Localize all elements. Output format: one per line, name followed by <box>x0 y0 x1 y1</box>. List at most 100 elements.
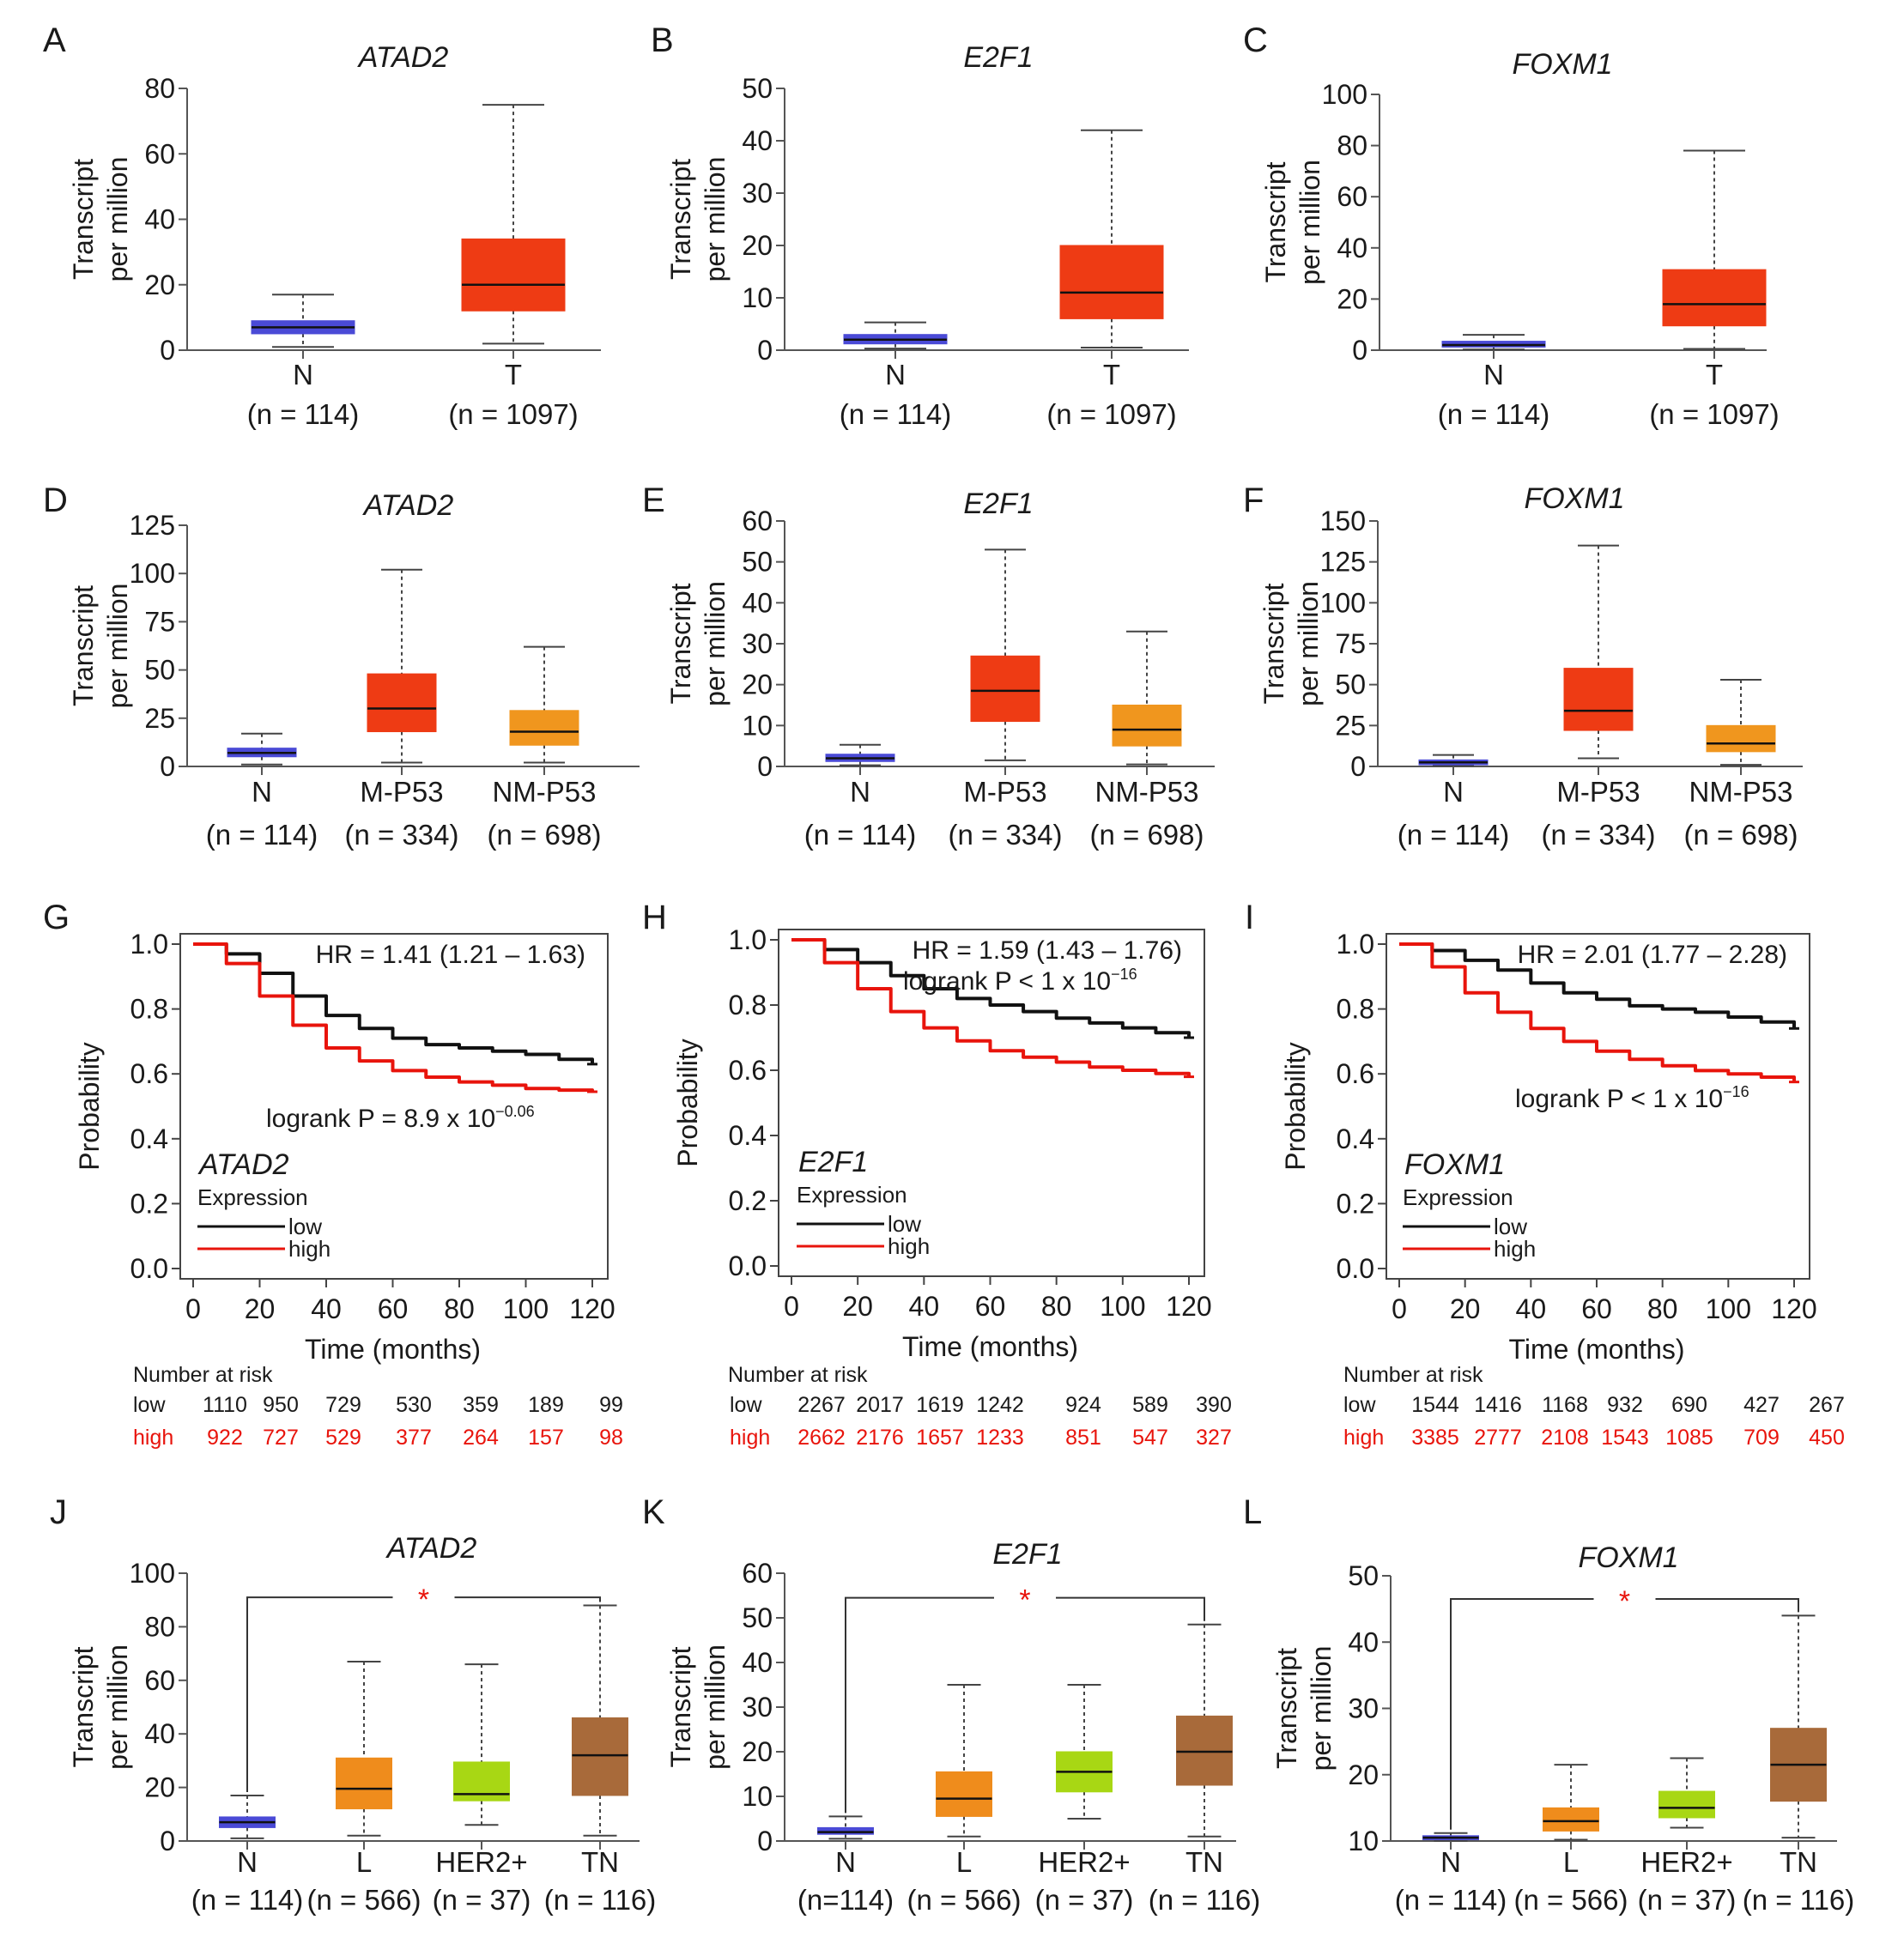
sample-size-label: (n = 114) <box>206 819 318 851</box>
y-tick-label: 0.6 <box>729 1055 767 1086</box>
box-iqr <box>970 655 1040 723</box>
y-tick-label: 150 <box>1320 506 1366 536</box>
y-tick-label: 50 <box>144 655 175 686</box>
sample-size-label: (n = 114) <box>247 398 360 430</box>
panel-I: I 0.0 0.2 0.4 0.6 0.8 1.0 0 20 40 60 80 100 120 Time (… <box>1245 899 1845 1450</box>
risk-table-header: Number at risk <box>133 1363 273 1387</box>
y-tick-label: 125 <box>130 510 175 541</box>
legend-label-low: low <box>288 1214 322 1239</box>
legend-label-low: low <box>1494 1214 1527 1239</box>
risk-count: 924 <box>1065 1393 1101 1417</box>
y-tick-label: 75 <box>144 606 175 637</box>
risk-count: 377 <box>396 1426 432 1450</box>
y-tick-label: 10 <box>1348 1826 1379 1856</box>
y-axis-label-line: Transcript <box>665 159 696 280</box>
y-tick-label: 125 <box>1320 547 1366 578</box>
y-tick-label: 0 <box>757 1826 773 1856</box>
box-group-n: N (n = 114) <box>191 1794 303 1916</box>
box-iqr <box>1706 724 1776 753</box>
y-axis-label-line: per million <box>1295 160 1325 285</box>
y-tick-label: 20 <box>742 669 773 700</box>
y-axis-label: Transcript per million <box>68 1644 133 1770</box>
y-axis-label-line: Transcript <box>68 159 99 280</box>
panel-label: J <box>50 1493 67 1531</box>
x-tick-label: 60 <box>975 1291 1006 1322</box>
category-label: NM-P53 <box>1094 776 1198 808</box>
box-group-n: N (n = 114) <box>804 743 916 851</box>
x-tick-label: 100 <box>1706 1293 1751 1324</box>
y-tick-label: 30 <box>742 1692 773 1723</box>
box-iqr <box>1563 668 1634 731</box>
risk-count: 264 <box>463 1426 499 1450</box>
chart-title: FOXM1 <box>1578 1541 1678 1574</box>
hazard-ratio-text: HR = 2.01 (1.77 – 2.28) <box>1518 941 1787 969</box>
significance-bracket <box>1450 1598 1799 1830</box>
risk-count: 1233 <box>976 1426 1024 1450</box>
sample-size-label: (n = 37) <box>1035 1884 1134 1916</box>
x-tick-label: 80 <box>1647 1293 1678 1324</box>
category-label: M-P53 <box>963 776 1046 808</box>
y-tick-label: 80 <box>1337 130 1367 161</box>
category-label: N <box>252 776 272 808</box>
legend-label-high: high <box>288 1236 330 1262</box>
box-group-m-p53: M-P53 (n = 334) <box>949 548 1063 851</box>
risk-count: 727 <box>263 1426 299 1450</box>
box-group-nm-p53: NM-P53 (n = 698) <box>1684 678 1798 851</box>
box-group-n: N (n = 114) <box>1398 754 1509 851</box>
sample-size-label: (n = 114) <box>1438 398 1550 430</box>
category-label: N <box>850 776 870 808</box>
category-label: N <box>237 1846 258 1878</box>
category-label: T <box>505 359 522 391</box>
sample-size-label: (n = 698) <box>1090 819 1204 851</box>
x-tick-label: 20 <box>1450 1293 1481 1324</box>
y-tick-label: 0.8 <box>130 994 168 1025</box>
plot-frame <box>778 929 1205 1277</box>
y-axis-label-line: Transcript <box>665 583 696 704</box>
gene-label: FOXM1 <box>1404 1148 1505 1181</box>
sample-size-label: (n = 698) <box>488 819 602 851</box>
category-label: TN <box>1780 1846 1817 1878</box>
logrank-main: logrank P = 8.9 x 10 <box>266 1105 495 1133</box>
risk-count: 1416 <box>1474 1393 1522 1417</box>
category-label: TN <box>581 1846 619 1878</box>
risk-count: 589 <box>1132 1393 1168 1417</box>
y-axis-label-line: Transcript <box>1260 161 1291 282</box>
category-label: HER2+ <box>1038 1846 1130 1878</box>
x-tick-label: 40 <box>311 1293 342 1324</box>
y-tick-label: 40 <box>1348 1626 1379 1657</box>
y-tick-label: 50 <box>1348 1560 1379 1591</box>
y-tick-label: 20 <box>1348 1759 1379 1790</box>
category-label: M-P53 <box>360 776 443 808</box>
survival-curve-high <box>1399 942 1796 1082</box>
box-group-n: N (n = 114) <box>1438 334 1550 430</box>
panel-D: D ATAD2 0 25 50 75 100 125 Transcript per million… <box>43 481 640 851</box>
panel-G: G 0.0 0.2 0.4 0.6 0.8 1.0 0 20 40 60 80 100 120 Time (… <box>43 899 623 1450</box>
y-tick-label: 100 <box>130 558 175 589</box>
box-group-n: N (n = 114) <box>1395 1832 1507 1916</box>
chart-title: FOXM1 <box>1512 48 1612 81</box>
significance-bracket <box>845 1596 1205 1814</box>
x-tick-label: 80 <box>1041 1291 1072 1322</box>
category-label: N <box>835 1846 856 1878</box>
y-axis-label: Transcript per million <box>68 584 133 709</box>
y-axis-label-line: per million <box>700 581 731 706</box>
y-tick-label: 10 <box>742 1781 773 1812</box>
category-label: L <box>1563 1846 1579 1878</box>
y-tick-label: 40 <box>1337 233 1367 263</box>
x-axis-label: Time (months) <box>1508 1334 1684 1365</box>
significance-star: * <box>418 1584 429 1616</box>
box-iqr <box>367 673 437 733</box>
risk-count: 267 <box>1809 1393 1845 1417</box>
y-axis-label: Transcript per million <box>1260 160 1325 285</box>
risk-table-header: Number at risk <box>728 1363 868 1387</box>
y-axis-label-line: Transcript <box>1271 1648 1302 1769</box>
panel-B: B E2F1 0 10 20 30 40 50 Transcript per million N (n… <box>651 21 1189 430</box>
y-tick-label: 80 <box>144 73 175 104</box>
y-tick-label: 0.6 <box>1337 1058 1374 1089</box>
chart-title: FOXM1 <box>1524 482 1624 515</box>
risk-count: 1242 <box>976 1393 1024 1417</box>
category-label: HER2+ <box>435 1846 527 1878</box>
x-tick-label: 40 <box>909 1291 940 1322</box>
sample-size-label: (n = 698) <box>1684 819 1798 851</box>
sample-size-label: (n = 334) <box>949 819 1063 851</box>
